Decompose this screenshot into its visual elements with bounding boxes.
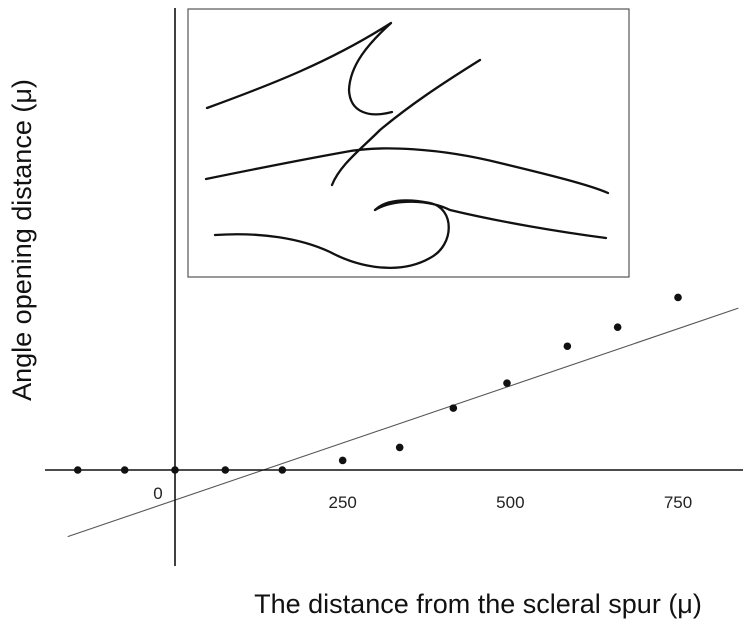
data-points bbox=[73, 293, 682, 474]
data-point bbox=[171, 466, 179, 474]
inset-frame bbox=[187, 8, 630, 278]
x-tick-label: 500 bbox=[496, 493, 524, 512]
x-tick-label: 0 bbox=[153, 484, 162, 503]
inset-angle-illustration bbox=[187, 8, 630, 278]
inset-curve-diagonal bbox=[330, 58, 482, 187]
inset-curve-lower bbox=[213, 199, 608, 269]
data-point bbox=[120, 466, 129, 474]
x-axis-label: The distance from the scleral spur (μ) bbox=[254, 589, 702, 619]
x-tick-labels: 0 250 500 750 bbox=[153, 484, 692, 512]
data-point bbox=[278, 466, 287, 474]
inset-curve-upper bbox=[205, 21, 394, 116]
data-point bbox=[395, 443, 404, 452]
y-axis-label: Angle opening distance (μ) bbox=[7, 79, 37, 401]
data-point bbox=[221, 466, 230, 474]
x-tick-label: 250 bbox=[328, 493, 356, 512]
data-point bbox=[449, 404, 458, 412]
data-point bbox=[613, 323, 622, 332]
x-tick-label: 750 bbox=[664, 493, 692, 512]
data-point bbox=[674, 293, 682, 302]
trend-line bbox=[67, 307, 739, 538]
data-point bbox=[503, 379, 511, 387]
data-point bbox=[338, 456, 347, 465]
data-point bbox=[73, 466, 82, 474]
data-point bbox=[563, 342, 572, 351]
inset-curve-middle bbox=[204, 147, 610, 195]
